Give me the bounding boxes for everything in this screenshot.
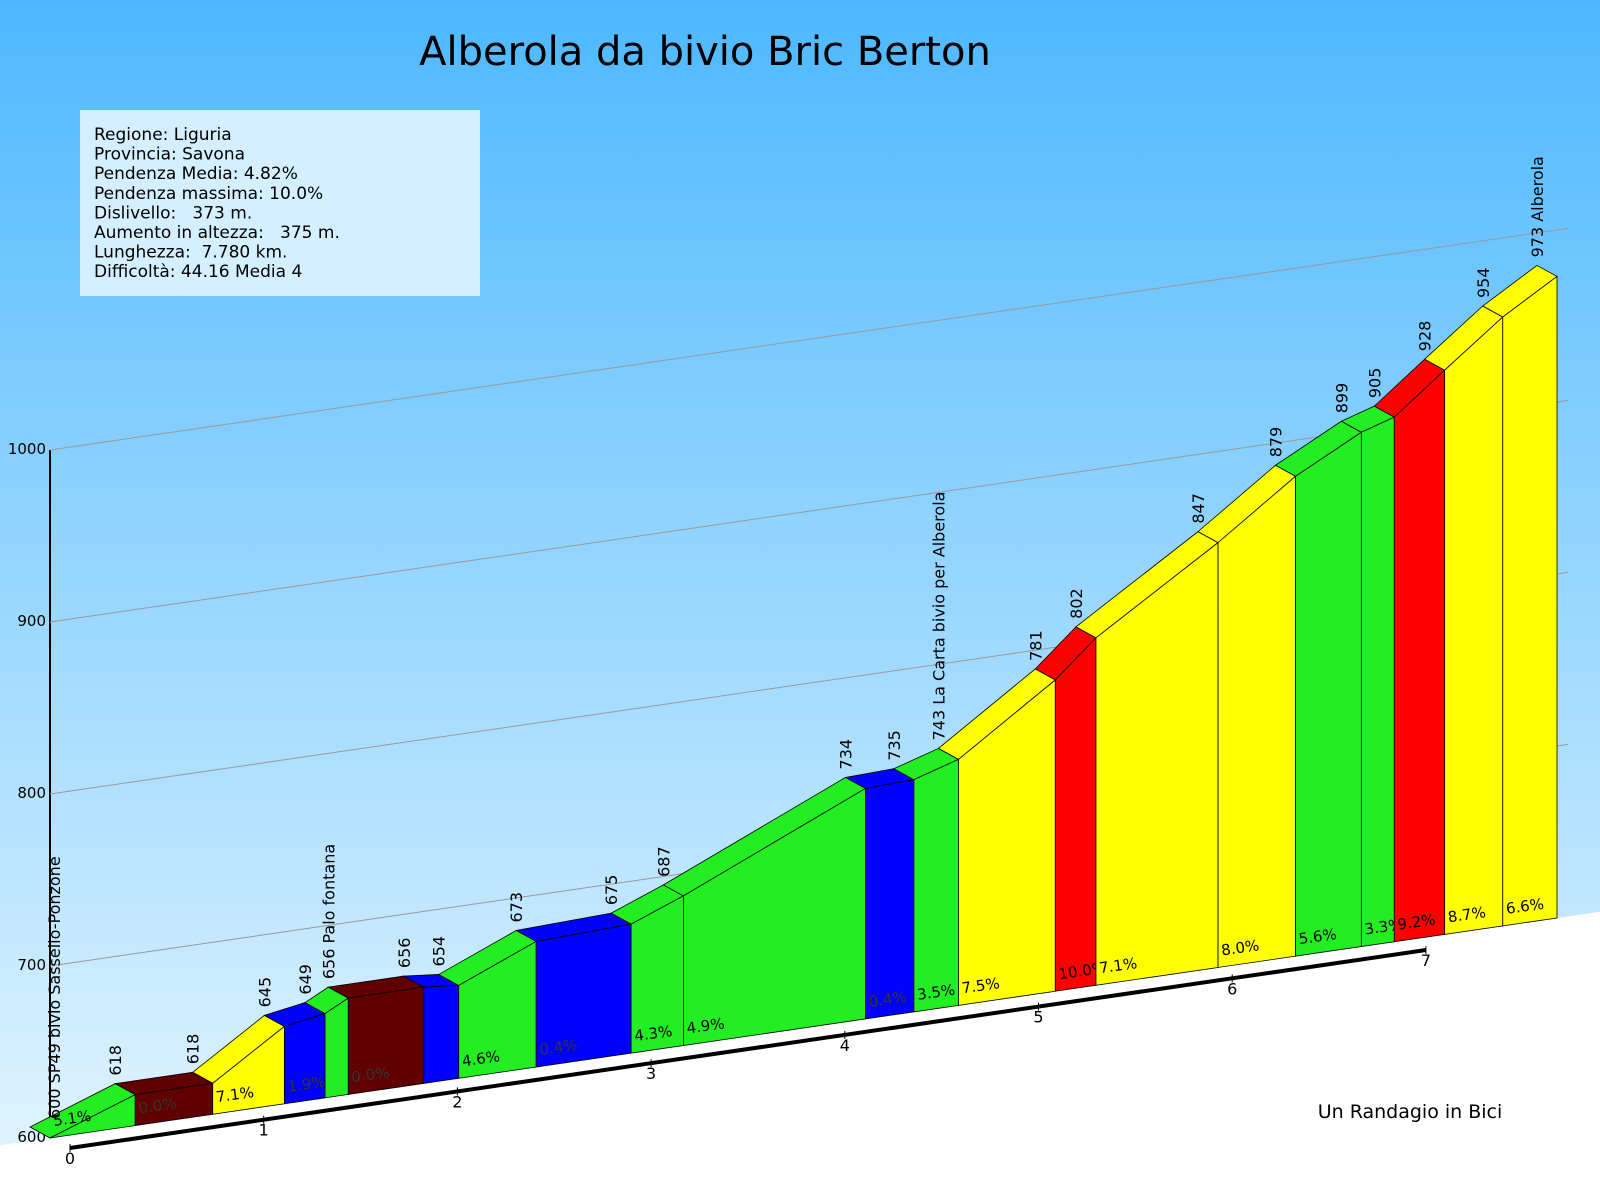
y-tick-label: 900 — [17, 612, 46, 630]
info-line: Lunghezza: 7.780 km. — [94, 243, 287, 263]
elevation-label: 618 — [106, 1045, 125, 1076]
grid-line — [49, 399, 1569, 623]
x-tick-label: 4 — [840, 1036, 850, 1055]
gradient-label: 5.6% — [1298, 925, 1338, 948]
elevation-label: 656 Palo fontana — [319, 844, 338, 979]
x-tick-label: 5 — [1033, 1008, 1043, 1027]
elevation-label: 802 — [1067, 588, 1086, 619]
gradient-label: 3.3% — [1363, 915, 1403, 938]
info-line: Pendenza massima: 10.0% — [94, 184, 323, 204]
elevation-label: 781 — [1026, 630, 1045, 661]
elevation-label: 734 — [836, 739, 855, 770]
x-tick-label: 1 — [259, 1121, 269, 1140]
y-tick-label: 1000 — [8, 440, 46, 458]
y-tick-label: 600 — [17, 1128, 46, 1146]
elevation-label: 743 La Carta bivio per Alberola — [929, 492, 948, 741]
chart-title: Alberola da bivio Bric Berton — [419, 29, 991, 75]
segment-face — [1393, 369, 1446, 943]
x-tick-label: 6 — [1227, 979, 1237, 998]
elevation-label: 654 — [430, 936, 449, 967]
elevation-label: 879 — [1267, 427, 1286, 458]
credit: Un Randagio in Bici — [1318, 1101, 1503, 1123]
x-tick-label: 3 — [646, 1064, 656, 1083]
info-line: Difficoltà: 44.16 Media 4 — [94, 262, 302, 282]
info-box — [80, 110, 480, 296]
grid-line — [49, 227, 1569, 451]
gradient-label: 0.0% — [137, 1094, 177, 1117]
gradient-label: 8.7% — [1447, 903, 1487, 926]
gradient-label: 3.5% — [916, 981, 956, 1004]
gradient-label: 7.5% — [961, 974, 1001, 997]
segment-face — [423, 985, 460, 1084]
gradient-label: 7.1% — [1098, 954, 1138, 977]
info-line: Regione: Liguria — [94, 125, 232, 145]
info-line: Dislivello: 373 m. — [94, 203, 252, 223]
gradient-label: 4.9% — [685, 1014, 725, 1037]
elevation-label: 649 — [296, 964, 315, 995]
elevation-label: 899 — [1332, 383, 1351, 414]
elevation-label: 954 — [1474, 267, 1493, 298]
elevation-label: 905 — [1365, 368, 1384, 399]
gradient-label: 6.6% — [1505, 895, 1545, 918]
elevation-label: 847 — [1189, 493, 1208, 524]
elevation-label: 656 — [395, 938, 414, 969]
segment-face — [1295, 431, 1362, 957]
elevation-label: 973 Alberola — [1528, 156, 1547, 257]
x-tick-label: 2 — [452, 1092, 462, 1111]
plot-area: 600 700 800 900 1000 0 1 2 3 4 5 6 7 5.1% 0.0% 7.1% 1.9%… — [0, 156, 1600, 1200]
elevation-label: 928 — [1416, 321, 1435, 352]
elevation-label: 600 SP49 bivio Sassello-Ponzone — [45, 856, 64, 1119]
segment-face — [1444, 316, 1504, 935]
segment-face — [865, 779, 915, 1020]
segment-face — [1502, 275, 1558, 927]
segment-face — [913, 758, 959, 1013]
gradient-label: 7.1% — [215, 1083, 255, 1106]
segment-face — [1360, 416, 1395, 948]
x-tick-label: 7 — [1421, 951, 1431, 970]
segment-face — [1217, 475, 1296, 968]
gradient-label: 0.0% — [350, 1063, 390, 1086]
elevation-label: 687 — [654, 846, 673, 877]
segment-face — [1054, 636, 1097, 992]
elevation-label: 675 — [602, 875, 621, 906]
gradient-label: 5.1% — [52, 1107, 92, 1130]
gradient-label: 0.4% — [868, 988, 908, 1011]
info-line: Provincia: Savona — [94, 145, 245, 165]
x-axis — [69, 948, 1427, 1150]
info-line: Pendenza Media: 4.82% — [94, 164, 298, 184]
gradient-label: 4.6% — [461, 1047, 501, 1070]
gradient-label: 0.4% — [538, 1036, 578, 1059]
elevation-label: 735 — [885, 730, 904, 761]
gradient-label: 1.9% — [286, 1073, 326, 1096]
info-line: Aumento in altezza: 375 m. — [94, 223, 340, 243]
y-tick-label: 800 — [17, 784, 46, 802]
x-tick-label: 0 — [65, 1149, 75, 1168]
elevation-label: 673 — [507, 892, 526, 923]
elevation-label: 645 — [255, 977, 274, 1008]
elevation-label: 618 — [184, 1034, 203, 1065]
gradient-label: 8.0% — [1220, 936, 1260, 959]
gradient-label: 9.2% — [1396, 911, 1436, 934]
gradient-label: 4.3% — [633, 1022, 673, 1045]
y-tick-label: 700 — [17, 956, 46, 974]
segment-face — [324, 997, 349, 1099]
